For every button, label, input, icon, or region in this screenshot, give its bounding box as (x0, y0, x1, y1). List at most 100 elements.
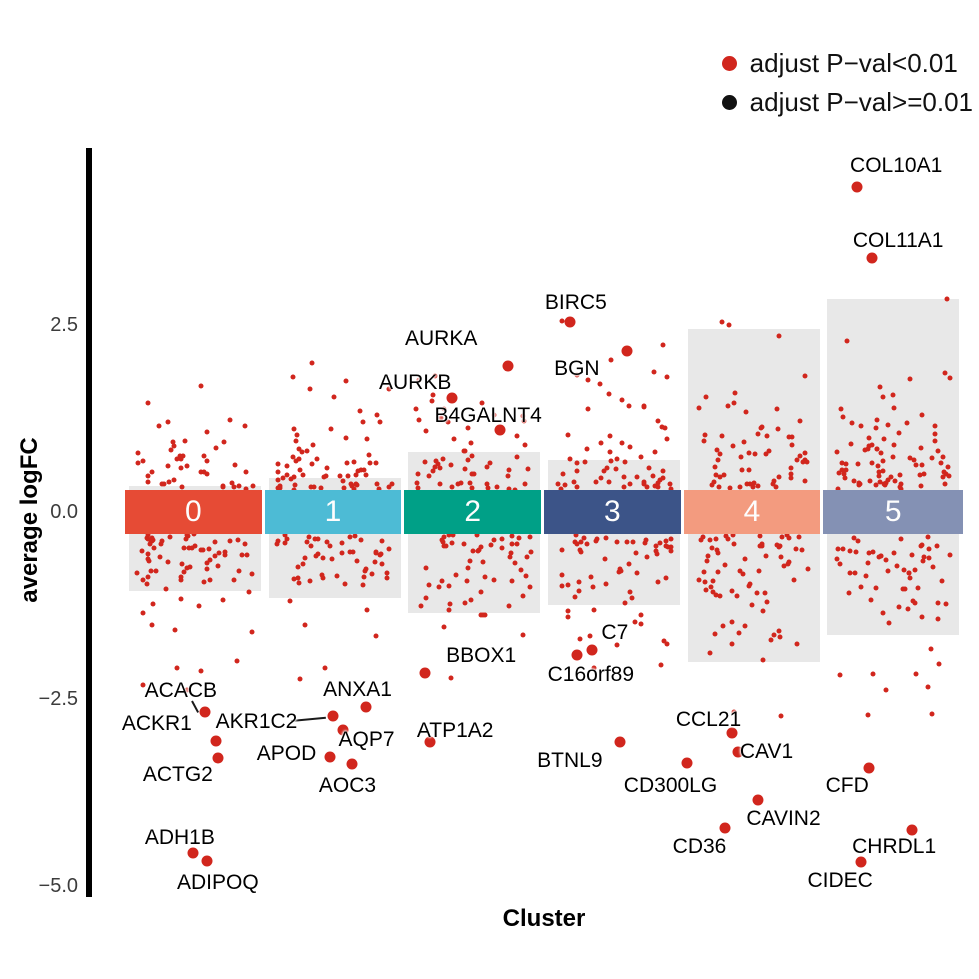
scatter-point (902, 586, 908, 592)
scatter-point (310, 442, 316, 448)
scatter-point (177, 453, 183, 459)
gene-label-CAV1: CAV1 (739, 740, 794, 764)
scatter-point (386, 546, 392, 552)
scatter-point (351, 459, 357, 465)
scatter-point (788, 475, 794, 481)
scatter-point (710, 578, 716, 584)
scatter-point (737, 484, 743, 490)
scatter-point (149, 535, 155, 541)
scatter-point (309, 461, 315, 467)
scatter-point (576, 579, 582, 585)
scatter-point (170, 439, 176, 445)
scatter-point (145, 400, 151, 406)
significant-dot-icon (721, 56, 737, 71)
scatter-point (361, 467, 367, 472)
scatter-point (149, 622, 155, 628)
scatter-point (776, 474, 782, 480)
scatter-point (898, 481, 904, 487)
scatter-point (166, 479, 172, 485)
scatter-point (926, 555, 932, 561)
scatter-point (231, 577, 237, 583)
scatter-point (709, 482, 715, 488)
scatter-point (445, 419, 451, 425)
scatter-point (220, 483, 226, 489)
scatter-point (363, 472, 369, 478)
scatter-point (668, 486, 674, 492)
scatter-point (834, 556, 840, 562)
scatter-point (290, 454, 296, 460)
scatter-point (171, 477, 177, 483)
scatter-point (898, 536, 904, 542)
scatter-point (291, 426, 297, 432)
scatter-point (448, 462, 454, 468)
scatter-point (641, 481, 647, 487)
scatter-point (942, 370, 948, 376)
scatter-point (868, 597, 874, 603)
scatter-point (384, 570, 390, 576)
scatter-point (891, 442, 897, 448)
scatter-point (727, 485, 733, 491)
scatter-point (774, 406, 780, 412)
scatter-point (713, 472, 719, 478)
scatter-point (794, 457, 800, 463)
scatter-point (935, 616, 941, 622)
scatter-point (660, 475, 666, 481)
scatter-point (840, 414, 846, 420)
scatter-point (304, 448, 310, 454)
scatter-point (664, 436, 670, 442)
scatter-point (528, 549, 534, 555)
scatter-point (646, 465, 652, 471)
scatter-point (608, 458, 614, 464)
scatter-point (446, 532, 452, 538)
scatter-point (181, 569, 187, 575)
scatter-point (719, 319, 725, 325)
scatter-point (901, 567, 907, 573)
scatter-point (574, 484, 580, 490)
scatter-point (757, 543, 763, 549)
gene-dot-C16orf89 (571, 649, 583, 661)
scatter-point (280, 475, 286, 481)
scatter-point (658, 662, 664, 668)
scatter-point (379, 561, 385, 567)
scatter-point (759, 424, 765, 430)
scatter-point (757, 533, 763, 539)
scatter-point (943, 471, 949, 477)
scatter-point (746, 467, 752, 473)
scatter-point (167, 534, 173, 540)
scatter-point (153, 568, 159, 574)
scatter-point (324, 539, 330, 545)
scatter-point (358, 467, 364, 473)
scatter-point (607, 449, 613, 455)
scatter-point (897, 472, 903, 478)
scatter-point (231, 484, 237, 490)
scatter-point (843, 467, 849, 473)
scatter-point (941, 469, 947, 475)
scatter-point (873, 482, 879, 488)
scatter-point (204, 471, 210, 477)
scatter-point (467, 480, 473, 486)
scatter-point (668, 536, 674, 542)
scatter-point (284, 472, 290, 478)
scatter-point (216, 550, 222, 556)
scatter-point (703, 587, 709, 593)
gene-dot-CAVIN2 (752, 794, 763, 806)
scatter-point (576, 588, 582, 594)
gene-dot-BIRC5 (564, 316, 576, 328)
scatter-point (339, 540, 345, 546)
scatter-point (764, 433, 770, 439)
scatter-point (465, 457, 471, 463)
scatter-point (858, 423, 864, 429)
scatter-point (865, 446, 871, 452)
scatter-point (432, 373, 438, 379)
scatter-point (340, 478, 346, 484)
scatter-point (299, 449, 305, 455)
scatter-point (184, 463, 190, 469)
scatter-point (750, 484, 756, 490)
scatter-point (438, 415, 443, 421)
scatter-point (655, 418, 661, 424)
scatter-point (947, 552, 953, 558)
scatter-point (778, 554, 784, 560)
scatter-point (307, 386, 313, 392)
gene-dot-COL11A1 (866, 252, 878, 264)
scatter-point (350, 549, 356, 555)
